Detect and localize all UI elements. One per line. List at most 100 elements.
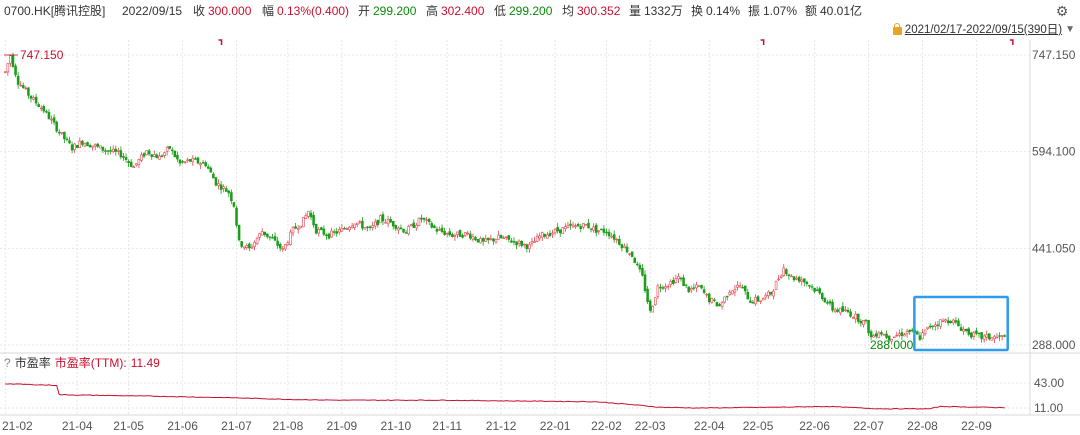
candle-body — [738, 285, 742, 288]
candle-body — [877, 332, 881, 338]
candle-body — [338, 229, 341, 233]
candle-body — [330, 230, 333, 238]
candle-body — [307, 210, 310, 217]
candle-body — [158, 155, 161, 160]
candle-body — [212, 173, 215, 179]
x-tick-label: 21-05 — [113, 419, 144, 433]
candle-body — [224, 188, 228, 192]
candle-body — [371, 225, 374, 228]
y-tick-label: 441.050 — [1032, 241, 1076, 255]
candle-body — [839, 307, 842, 314]
candle-body — [451, 234, 454, 237]
candle-body — [173, 151, 177, 158]
candle-body — [469, 233, 472, 239]
candle-body — [628, 253, 631, 255]
candle-body — [355, 222, 359, 225]
candle-body — [492, 238, 495, 242]
candle-body — [412, 222, 416, 228]
candle-body — [679, 277, 683, 280]
candle-body — [50, 118, 53, 121]
candle-body — [320, 227, 323, 230]
candle-body — [183, 161, 187, 163]
candle-body — [163, 152, 166, 156]
candle-body — [242, 246, 246, 249]
candle-body — [4, 71, 7, 73]
candle-body — [751, 301, 755, 304]
candle-body — [81, 140, 84, 145]
candle-body — [314, 223, 318, 234]
dropdown-icon[interactable]: ▼ — [1065, 24, 1075, 35]
candle-body — [209, 167, 213, 173]
candle-body — [373, 221, 377, 227]
candle-body — [828, 301, 832, 304]
pe-chart — [5, 383, 1005, 410]
candle-body — [181, 161, 184, 163]
candle-body — [975, 330, 978, 334]
gear-icon[interactable]: ⚙ — [1055, 3, 1069, 19]
candle-body — [325, 234, 328, 236]
candle-body — [389, 219, 392, 223]
candle-body — [37, 104, 40, 108]
candle-body — [898, 333, 901, 336]
candle-body — [638, 264, 642, 270]
candle-body — [42, 106, 46, 112]
candle-body — [160, 155, 164, 157]
x-tick-label: 21-10 — [380, 419, 411, 433]
candle-body — [561, 227, 565, 235]
candle-body — [340, 227, 344, 232]
candle-body — [9, 55, 12, 64]
candle-body — [713, 299, 716, 301]
candle-body — [463, 232, 467, 236]
candle-body — [962, 329, 965, 332]
candle-body — [122, 156, 125, 158]
candle-body — [862, 320, 865, 326]
candle-body — [415, 225, 418, 229]
candle-body — [91, 145, 94, 148]
candle-body — [425, 219, 428, 221]
date-range-text[interactable]: 2021/02/17-2022/09/15(390日) — [904, 24, 1063, 36]
candle-body — [800, 279, 804, 282]
candle-body — [910, 329, 914, 332]
candle-body — [165, 147, 169, 152]
candle-body — [689, 288, 693, 291]
candle-body — [990, 337, 994, 341]
candle-body — [692, 287, 696, 289]
candle-body — [558, 229, 562, 234]
candle-body — [576, 223, 580, 227]
candle-body — [150, 154, 154, 157]
candles — [4, 52, 1006, 345]
candle-body — [602, 228, 606, 233]
candle-body — [476, 239, 480, 243]
candle-body — [934, 324, 937, 327]
candle-body — [659, 286, 662, 289]
candle-body — [55, 121, 58, 132]
candle-body — [104, 150, 107, 152]
candle-body — [427, 218, 431, 222]
candle-body — [299, 225, 303, 229]
candle-body — [335, 231, 338, 234]
candle-body — [6, 63, 10, 73]
candle-body — [548, 233, 552, 237]
open-value: 299.200 — [373, 4, 417, 18]
candle-body — [106, 150, 110, 152]
candle-body — [273, 236, 277, 241]
candle-body — [869, 331, 873, 338]
candle-body — [723, 296, 726, 303]
help-icon[interactable]: ? — [4, 356, 11, 370]
lock-icon[interactable] — [892, 23, 902, 35]
pe-tick-label: 43.00 — [1034, 376, 1064, 390]
candle-body — [761, 298, 765, 301]
candle-body — [368, 226, 372, 228]
x-tick-label: 22-04 — [694, 419, 725, 433]
candle-body — [977, 332, 981, 335]
min-marker-label: 288.000 — [870, 338, 914, 352]
candle-body — [381, 214, 385, 222]
candle-body — [720, 302, 724, 307]
candle-body — [571, 224, 575, 228]
candle-body — [386, 219, 390, 225]
y-axis-labels: 747.150 594.100 441.050 288.000 43.00 11.00 — [1032, 48, 1076, 415]
candle-body — [535, 235, 539, 242]
candle-body — [543, 233, 547, 237]
candle-body — [458, 229, 462, 237]
